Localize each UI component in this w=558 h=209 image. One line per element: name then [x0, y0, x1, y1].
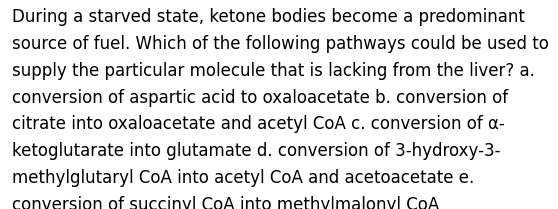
Text: citrate into oxaloacetate and acetyl CoA c. conversion of α-: citrate into oxaloacetate and acetyl CoA…	[12, 115, 505, 133]
Text: ketoglutarate into glutamate d. conversion of 3-hydroxy-3-: ketoglutarate into glutamate d. conversi…	[12, 142, 501, 160]
Text: During a starved state, ketone bodies become a predominant: During a starved state, ketone bodies be…	[12, 8, 525, 26]
Text: source of fuel. Which of the following pathways could be used to: source of fuel. Which of the following p…	[12, 35, 549, 53]
Text: supply the particular molecule that is lacking from the liver? a.: supply the particular molecule that is l…	[12, 62, 535, 80]
Text: conversion of succinyl CoA into methylmalonyl CoA: conversion of succinyl CoA into methylma…	[12, 196, 440, 209]
Text: conversion of aspartic acid to oxaloacetate b. conversion of: conversion of aspartic acid to oxaloacet…	[12, 89, 508, 107]
Text: methylglutaryl CoA into acetyl CoA and acetoacetate e.: methylglutaryl CoA into acetyl CoA and a…	[12, 169, 474, 187]
